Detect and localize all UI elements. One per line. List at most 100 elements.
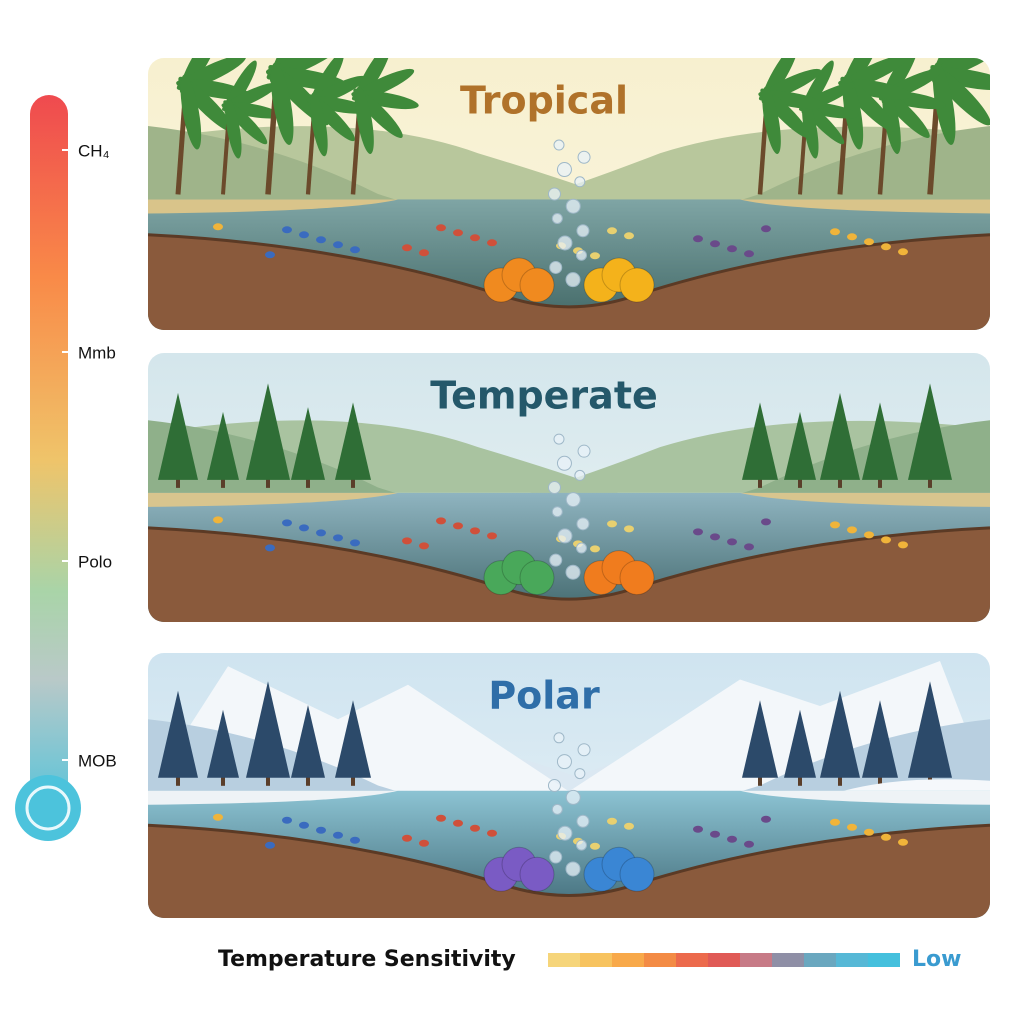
bubble	[556, 162, 572, 178]
pebble	[710, 830, 720, 838]
bubble	[565, 789, 581, 805]
tree-trunk	[306, 477, 310, 488]
legend-segment	[836, 953, 868, 967]
legend-segment	[612, 953, 644, 967]
bubble	[576, 517, 590, 531]
legend: Temperature Sensitivity Low	[218, 947, 961, 972]
pebble	[847, 526, 857, 534]
tree-trunk	[798, 775, 802, 786]
pebble	[282, 226, 292, 234]
pebble	[898, 838, 908, 846]
tree-trunk	[758, 775, 762, 786]
panel-soil	[148, 234, 990, 330]
pebble	[213, 223, 223, 231]
pebble	[419, 839, 429, 847]
bubble	[551, 803, 563, 815]
pebble	[316, 529, 326, 537]
tree-trunk	[838, 775, 842, 786]
panel-shoreline	[148, 790, 398, 805]
panel-soil-edge	[148, 823, 990, 897]
tree-trunk	[878, 775, 882, 786]
pebble	[624, 232, 634, 240]
tree-leaf	[355, 86, 374, 154]
bubble	[547, 187, 561, 201]
pebble	[265, 841, 275, 849]
legend-segment	[676, 953, 708, 967]
pebble	[830, 818, 840, 826]
pebble	[436, 517, 446, 525]
microbe-cluster	[519, 267, 555, 303]
pebble	[402, 834, 412, 842]
tree-trunk	[351, 477, 355, 488]
tree-crown	[862, 402, 898, 480]
pebble	[881, 243, 891, 251]
pebble	[350, 539, 360, 547]
panel-title: Tropical	[460, 79, 628, 123]
pebble	[213, 813, 223, 821]
tree-crown	[908, 383, 952, 480]
bubble	[551, 212, 563, 224]
tree-leaf	[180, 74, 202, 150]
bubble	[577, 150, 591, 164]
tree-leaf	[225, 98, 242, 159]
pebble	[881, 536, 891, 544]
tree-crown	[158, 392, 198, 480]
bubble	[557, 235, 573, 251]
pebble	[453, 522, 463, 530]
legend-segment	[580, 953, 612, 967]
panel-shoreline	[148, 492, 398, 507]
legend-title: Temperature Sensitivity	[218, 947, 516, 972]
panel-soil	[148, 527, 990, 622]
microbe-cluster	[519, 560, 555, 596]
tree-leaf	[762, 86, 781, 154]
pebble	[299, 821, 309, 829]
panels: Tropical Temperate Polar	[148, 58, 990, 918]
bubble	[565, 272, 581, 288]
pebble	[624, 525, 634, 533]
tree-crown	[784, 411, 816, 480]
pebble	[487, 239, 497, 247]
pebble	[847, 823, 857, 831]
legend-segment	[548, 953, 580, 967]
tree-trunk	[221, 477, 225, 488]
bubble	[549, 553, 563, 567]
pebble	[761, 518, 771, 526]
tree-trunk	[176, 477, 180, 488]
tree-crown	[335, 700, 371, 778]
thermometer-label: MOB	[78, 751, 117, 770]
pebble	[350, 246, 360, 254]
thermometer: CH₄ Mmb Polo MOB	[15, 95, 117, 841]
pebble	[299, 231, 309, 239]
pebble	[402, 244, 412, 252]
pebble	[453, 229, 463, 237]
tree-trunk	[351, 775, 355, 786]
tree-crown	[291, 407, 325, 480]
tree-trunk	[176, 775, 180, 786]
panel-soil-edge	[148, 526, 990, 601]
tree-crown	[207, 709, 239, 778]
pebble	[607, 227, 617, 235]
tree-crown	[784, 709, 816, 778]
pebble	[898, 541, 908, 549]
bubble	[549, 260, 563, 274]
pebble	[830, 228, 840, 236]
pebble	[265, 251, 275, 259]
tree-trunk	[878, 477, 882, 488]
thermometer-label: CH₄	[78, 141, 110, 160]
pebble	[744, 840, 754, 848]
panel-soil-edge	[148, 233, 990, 309]
pebble	[316, 236, 326, 244]
tree-crown	[246, 681, 290, 778]
pebble	[864, 828, 874, 836]
pebble	[727, 835, 737, 843]
panel: Polar	[148, 653, 990, 918]
panel-shoreline	[740, 199, 990, 214]
pebble	[727, 538, 737, 546]
bubble	[576, 814, 590, 828]
legend-segment	[708, 953, 740, 967]
pebble	[607, 520, 617, 528]
tree-crown	[246, 383, 290, 480]
pebble	[265, 544, 275, 552]
panel-shoreline	[740, 790, 990, 805]
